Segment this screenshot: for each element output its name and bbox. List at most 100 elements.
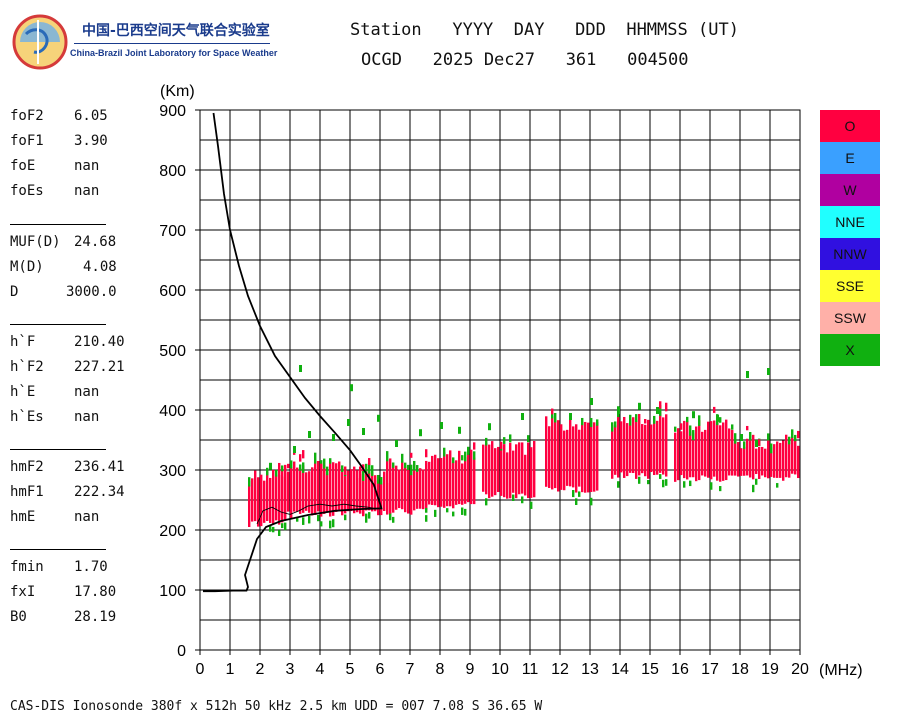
o-trace-stroke [401,460,404,510]
o-trace-stroke [464,457,467,504]
x-tick-label: 14 [611,661,629,678]
o-trace-stroke [584,421,587,493]
o-trace-stroke [488,444,491,499]
x-echo-stroke [686,416,689,423]
x-echo-stroke [527,435,530,443]
o-trace-stroke [383,471,386,512]
o-trace-stroke [263,480,266,523]
o-trace-stroke [338,461,341,510]
x-echo-stroke [275,469,278,477]
o-trace-stroke [761,446,764,476]
o-trace-stroke [356,478,359,512]
x-echo-stroke [665,479,668,486]
x-echo-stroke [269,525,272,532]
header-values: OCGD 2025 Dec27 361 004500 [361,50,689,70]
x-echo-stroke [404,462,407,469]
x-echo-stroke [380,477,383,485]
legend-item-x: X [820,334,880,366]
o-trace-stroke [482,444,485,492]
o-trace-stroke [740,448,743,476]
o-echo-stroke [500,441,503,450]
x-tick-label: 13 [581,661,599,678]
x-echo-stroke [365,463,368,469]
x-trace-point [746,371,749,378]
y-tick-label: 800 [159,163,186,180]
chart-grid [199,109,801,651]
o-trace-stroke [530,447,533,498]
o-trace-stroke [251,478,254,522]
x-trace-point [347,419,350,426]
logo-divider [74,43,270,44]
o-trace-stroke [365,471,368,511]
o-trace-stroke [533,441,536,498]
x-echo-stroke [554,412,557,423]
o-trace-stroke [515,444,518,499]
o-trace-stroke [581,422,584,493]
logo-title-en: China-Brazil Joint Laboratory for Space … [70,48,278,58]
o-trace-stroke [548,426,551,488]
x-echo-stroke [464,451,467,462]
o-trace-stroke [326,473,329,512]
x-echo-stroke [509,434,512,443]
x-tick-label: 8 [436,661,445,678]
x-trace-point [395,440,398,447]
x-echo-stroke [662,479,665,488]
o-echo-stroke [644,419,647,424]
o-trace-stroke [659,411,662,473]
legend-item-ssw: SSW [820,302,880,334]
o-trace-stroke [692,433,695,478]
y-tick-label: 700 [159,223,186,240]
o-trace-stroke [788,439,791,478]
x-tick-label: 4 [316,661,325,678]
o-trace-stroke [713,420,716,477]
o-echo-stroke [659,401,662,409]
o-echo-stroke [665,402,668,412]
o-trace-stroke [764,448,767,478]
o-trace-stroke [455,460,458,505]
o-trace-stroke [293,461,296,512]
o-trace-stroke [341,468,344,516]
x-echo-stroke [302,517,305,525]
o-trace-stroke [596,421,599,491]
o-trace-stroke [359,474,362,511]
x-echo-stroke [551,413,554,419]
x-trace-point [656,407,659,414]
x-tick-label: 1 [226,661,235,678]
o-trace-stroke [686,420,689,480]
o-trace-stroke [467,453,470,503]
y-tick-label: 900 [159,103,186,120]
x-echo-stroke [692,430,695,441]
o-trace-stroke [491,441,494,497]
o-trace-stroke [278,462,281,516]
x-echo-stroke [530,501,533,509]
x-trace [269,365,770,470]
o-echo-stroke [368,458,371,466]
x-echo-stroke [332,519,335,528]
x-trace-point [692,411,695,419]
x-echo-stroke [341,465,344,473]
x-echo-stroke [512,494,515,502]
o-trace-stroke [710,421,713,480]
x-tick-label: 2 [256,661,265,678]
x-tick-label: 12 [551,661,569,678]
o-trace-stroke [413,464,416,511]
x-echo-stroke [392,462,395,468]
o-trace-stroke [350,469,353,512]
x-echo-stroke [752,484,755,493]
x-echo-stroke [365,513,368,518]
o-trace-stroke [641,424,644,474]
o-trace-stroke [299,468,302,514]
x-echo-stroke [629,414,632,426]
x-trace-point [377,414,380,422]
legend-item-sse: SSE [820,270,880,302]
o-trace-stroke [734,441,737,476]
o-trace-stroke [665,414,668,477]
x-echo-stroke [617,481,620,488]
o-trace-stroke [635,419,638,479]
x-echo-stroke [320,521,323,527]
o-trace-stroke [494,448,497,496]
x-echo-stroke [365,515,368,523]
o-trace-stroke [653,420,656,476]
o-trace-stroke [311,467,314,516]
polarization-legend: O E W NNE NNW SSE SSW X [820,110,880,366]
